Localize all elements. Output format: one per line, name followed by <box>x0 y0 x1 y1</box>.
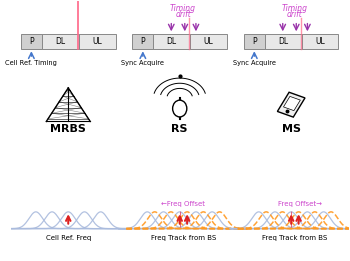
Text: Freq Track from BS: Freq Track from BS <box>151 235 216 241</box>
Text: P: P <box>141 37 145 46</box>
Text: Cell Ref. Freq: Cell Ref. Freq <box>46 235 91 241</box>
Text: Cell Ref. Timing: Cell Ref. Timing <box>6 60 57 66</box>
Bar <box>153 34 190 49</box>
Text: Sync Acquire: Sync Acquire <box>233 60 276 66</box>
Text: P: P <box>29 37 34 46</box>
Polygon shape <box>284 96 300 111</box>
Text: UL: UL <box>204 37 214 46</box>
Text: UL: UL <box>315 37 325 46</box>
Bar <box>302 34 338 49</box>
Text: Timing: Timing <box>170 4 196 13</box>
Text: MRBS: MRBS <box>50 124 86 134</box>
Text: RS: RS <box>172 124 188 134</box>
Text: DL: DL <box>278 37 288 46</box>
Text: DL: DL <box>167 37 177 46</box>
Text: ←Freq Offset: ←Freq Offset <box>161 201 205 207</box>
Text: P: P <box>252 37 257 46</box>
Text: Timing: Timing <box>281 4 308 13</box>
Text: MS: MS <box>282 124 301 134</box>
Text: drift: drift <box>175 10 191 19</box>
Text: Sync Acquire: Sync Acquire <box>121 60 164 66</box>
Text: drift: drift <box>287 10 302 19</box>
Bar <box>79 34 116 49</box>
Text: DL: DL <box>55 37 65 46</box>
Text: Freq Track from BS: Freq Track from BS <box>262 235 328 241</box>
Bar <box>190 34 227 49</box>
Bar <box>42 34 79 49</box>
Ellipse shape <box>173 100 187 117</box>
Text: Freq Offset→: Freq Offset→ <box>278 201 322 207</box>
Text: UL: UL <box>92 37 102 46</box>
Bar <box>21 34 42 49</box>
Bar <box>265 34 302 49</box>
Polygon shape <box>278 92 305 117</box>
Bar <box>132 34 153 49</box>
Bar <box>244 34 265 49</box>
